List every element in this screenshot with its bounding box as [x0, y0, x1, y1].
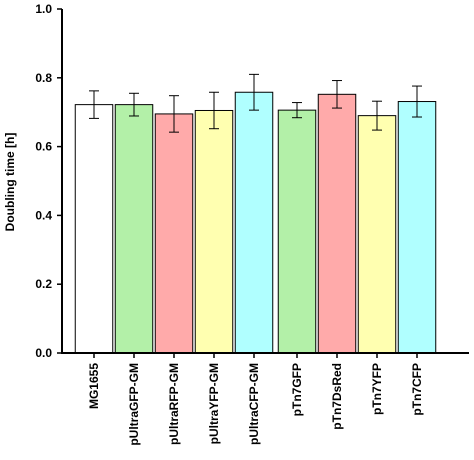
category-label: pUltraGFP-GM — [127, 363, 141, 446]
y-tick-label: 1.0 — [35, 2, 52, 16]
bar — [397, 101, 437, 354]
category-label: pUltraRFP-GM — [167, 363, 181, 445]
y-tick-label: 0.4 — [35, 208, 52, 222]
bar — [154, 113, 194, 354]
category-label: pTn7YFP — [370, 363, 384, 415]
bars — [74, 91, 437, 354]
category-label: pTn7CFP — [410, 363, 424, 416]
y-tick-label: 0.6 — [35, 140, 52, 154]
y-tick-label: 0.8 — [35, 71, 52, 85]
y-tick-label: 0.2 — [35, 277, 52, 291]
bar — [317, 93, 357, 354]
y-axis-ticks: 0.0 0.2 0.4 0.6 0.8 1.0 — [35, 2, 62, 360]
bar — [277, 109, 317, 354]
error-bars — [89, 73, 422, 133]
category-label: MG1655 — [87, 363, 101, 409]
x-axis-labels: MG1655 pUltraGFP-GM pUltraRFP-GM pUltraYFP-… — [87, 353, 424, 446]
bar — [114, 104, 154, 354]
bar — [234, 91, 274, 354]
bar — [194, 109, 234, 354]
category-label: pTn7DsRed — [330, 363, 344, 430]
category-label: pTn7GFP — [290, 363, 304, 416]
y-axis-title: Doubling time [h] — [3, 133, 17, 232]
bar — [357, 115, 397, 354]
y-tick-label: 0.0 — [35, 346, 52, 360]
bar — [74, 104, 114, 354]
category-label: pUltraCFP-GM — [247, 363, 261, 445]
category-label: pUltraYFP-GM — [207, 363, 221, 444]
